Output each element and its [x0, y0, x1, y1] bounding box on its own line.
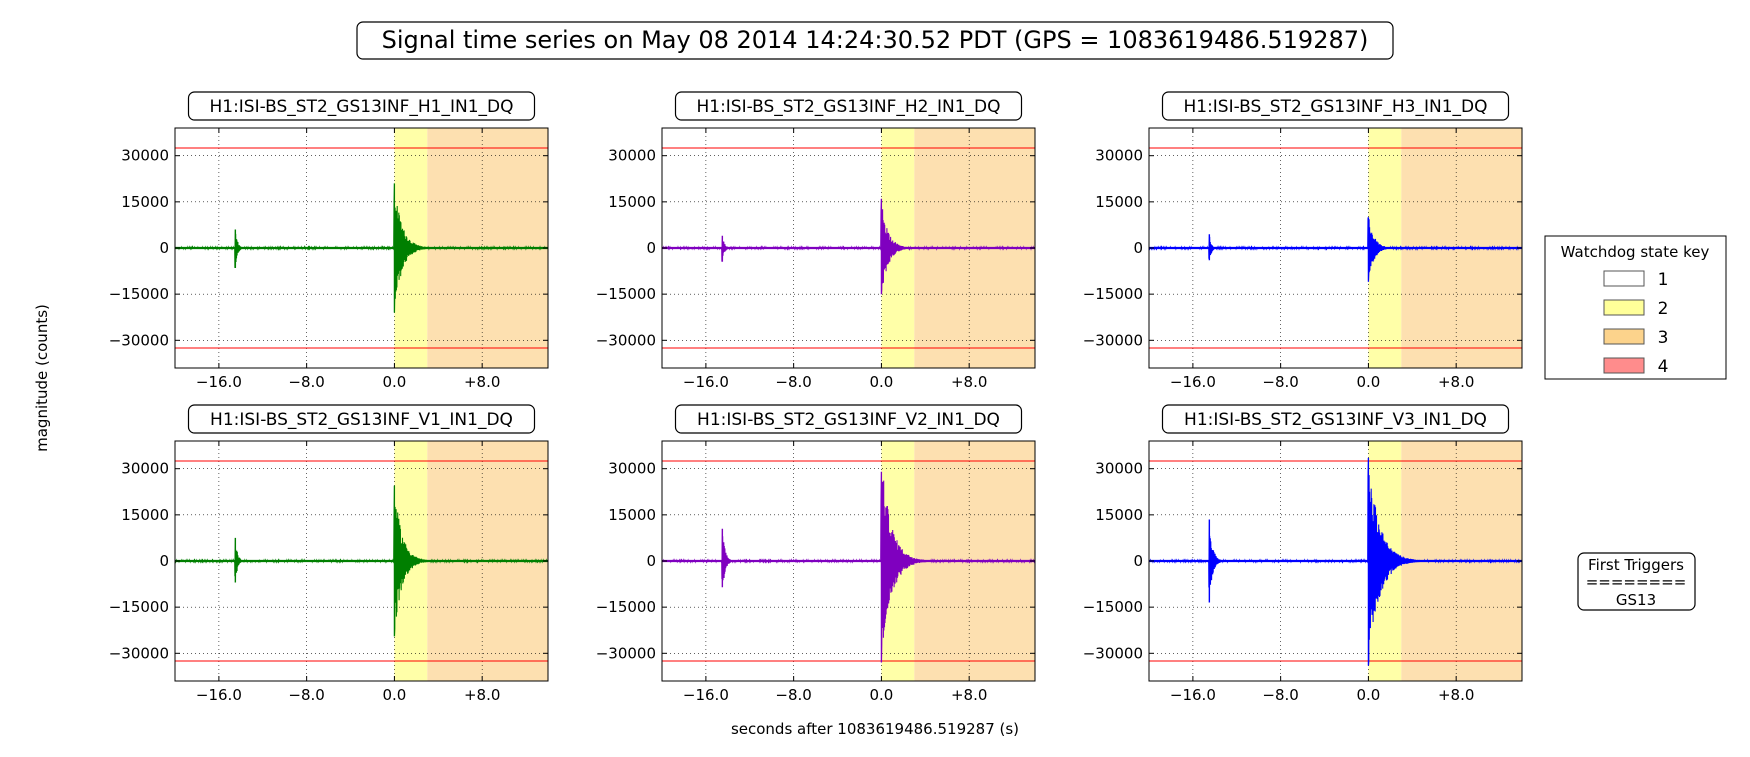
y-tick-label: 15000	[1095, 193, 1143, 211]
x-tick-label: +8.0	[1438, 686, 1474, 704]
x-tick-label: 0.0	[382, 373, 406, 391]
y-tick-label: −30000	[1083, 644, 1143, 662]
subplot-title-box	[1161, 404, 1510, 434]
y-tick-label: 30000	[1095, 460, 1143, 478]
x-tick-label: −8.0	[1262, 373, 1298, 391]
y-tick-label: 30000	[121, 147, 169, 165]
x-tick-label: 0.0	[382, 686, 406, 704]
legend-item-2: 2	[1603, 299, 1669, 319]
x-tick-label: +8.0	[951, 686, 987, 704]
x-tick-label: −16.0	[1170, 686, 1216, 704]
y-tick-label: 15000	[121, 506, 169, 524]
y-tick-label: 30000	[608, 147, 656, 165]
first-triggers-box: First Triggers ======== GS13	[1577, 552, 1696, 611]
legend-item-3: 3	[1603, 328, 1669, 348]
legend-label: 4	[1658, 357, 1669, 377]
y-tick-label: −30000	[596, 644, 656, 662]
y-tick-label: −15000	[109, 285, 169, 303]
subplot-h3: −16.0 −8.0 0.0 +8.0 30000 15000 0 −15000 −30000 H…	[1083, 91, 1523, 391]
y-tick-label: 30000	[121, 460, 169, 478]
legend-swatch	[1603, 328, 1645, 345]
y-tick-label: 0	[646, 552, 656, 570]
x-tick-label: 0.0	[1356, 373, 1380, 391]
x-axis-label: seconds after 1083619486.519287 (s)	[731, 720, 1019, 738]
x-tick-label: −8.0	[288, 373, 324, 391]
subplot-title-box	[187, 404, 536, 434]
x-tick-label: −16.0	[683, 686, 729, 704]
x-tick-label: −8.0	[1262, 686, 1298, 704]
y-tick-label: −30000	[109, 644, 169, 662]
x-tick-label: −16.0	[1170, 373, 1216, 391]
subplot-title: H1:ISI-BS_ST2_GS13INF_V3_IN1_DQ	[1184, 410, 1487, 430]
subplot-h1: −16.0 −8.0 0.0 +8.0 30000 15000 0 −15000 −30000 H…	[109, 91, 549, 391]
y-tick-label: −15000	[109, 598, 169, 616]
x-tick-label: −8.0	[775, 373, 811, 391]
x-tick-label: −16.0	[196, 686, 242, 704]
y-tick-label: −15000	[1083, 285, 1143, 303]
x-tick-label: 0.0	[869, 686, 893, 704]
y-tick-label: 0	[1133, 552, 1143, 570]
subplot-title: H1:ISI-BS_ST2_GS13INF_H2_IN1_DQ	[696, 97, 1000, 117]
figure-title-box: Signal time series on May 08 2014 14:24:…	[356, 21, 1394, 60]
y-axis-label: magnitude (counts)	[33, 304, 51, 452]
subplot-title-box	[1161, 91, 1510, 121]
x-tick-label: +8.0	[1438, 373, 1474, 391]
legend-label: 3	[1658, 328, 1669, 348]
first-triggers-separator: ========	[1586, 573, 1687, 591]
y-tick-label: −15000	[1083, 598, 1143, 616]
x-tick-label: +8.0	[464, 686, 500, 704]
first-triggers-heading: First Triggers	[1588, 556, 1684, 574]
y-tick-label: −30000	[109, 331, 169, 349]
subplot-title-box	[674, 91, 1023, 121]
y-tick-label: 30000	[608, 460, 656, 478]
subplot-h2: −16.0 −8.0 0.0 +8.0 30000 15000 0 −15000 −30000 H…	[596, 91, 1036, 391]
legend-label: 1	[1658, 270, 1669, 290]
x-tick-label: −8.0	[775, 686, 811, 704]
y-tick-label: −15000	[596, 598, 656, 616]
subplot-v3: −16.0 −8.0 0.0 +8.0 30000 15000 0 −15000 −30000 H…	[1083, 404, 1523, 704]
subplot-grid: −16.0 −8.0 0.0 +8.0 30000 15000 0 −15000 −30000 H…	[109, 91, 1523, 704]
subplot-title: H1:ISI-BS_ST2_GS13INF_V2_IN1_DQ	[697, 410, 1000, 430]
y-tick-label: −30000	[596, 331, 656, 349]
y-tick-label: 15000	[608, 193, 656, 211]
subplot-title: H1:ISI-BS_ST2_GS13INF_H3_IN1_DQ	[1183, 97, 1487, 117]
legend-swatch	[1603, 270, 1645, 287]
subplot-v2: −16.0 −8.0 0.0 +8.0 30000 15000 0 −15000 −30000 H…	[596, 404, 1036, 704]
legend-title: Watchdog state key	[1561, 243, 1710, 261]
y-tick-label: 15000	[608, 506, 656, 524]
subplot-v1: −16.0 −8.0 0.0 +8.0 30000 15000 0 −15000 −30000 H…	[109, 404, 549, 704]
y-tick-label: 30000	[1095, 147, 1143, 165]
y-tick-label: −15000	[596, 285, 656, 303]
legend: Watchdog state key 1 2 3 4	[1544, 235, 1727, 380]
figure-title: Signal time series on May 08 2014 14:24:…	[382, 26, 1369, 54]
x-tick-label: +8.0	[951, 373, 987, 391]
legend-swatch	[1603, 357, 1645, 374]
y-tick-label: 0	[159, 239, 169, 257]
subplot-title: H1:ISI-BS_ST2_GS13INF_H1_IN1_DQ	[209, 97, 513, 117]
subplot-title-box	[674, 404, 1023, 434]
x-tick-label: −16.0	[683, 373, 729, 391]
legend-swatch	[1603, 299, 1645, 316]
y-tick-label: 0	[646, 239, 656, 257]
legend-item-4: 4	[1603, 357, 1669, 377]
legend-item-1: 1	[1603, 270, 1669, 290]
x-tick-label: +8.0	[464, 373, 500, 391]
legend-label: 2	[1658, 299, 1669, 319]
x-tick-label: −8.0	[288, 686, 324, 704]
y-tick-label: 15000	[1095, 506, 1143, 524]
x-tick-label: 0.0	[1356, 686, 1380, 704]
y-tick-label: 0	[159, 552, 169, 570]
subplot-title: H1:ISI-BS_ST2_GS13INF_V1_IN1_DQ	[210, 410, 513, 430]
y-tick-label: 0	[1133, 239, 1143, 257]
x-tick-label: 0.0	[869, 373, 893, 391]
first-triggers-value: GS13	[1616, 591, 1656, 609]
y-tick-label: −30000	[1083, 331, 1143, 349]
x-tick-label: −16.0	[196, 373, 242, 391]
subplot-title-box	[187, 91, 536, 121]
y-tick-label: 15000	[121, 193, 169, 211]
